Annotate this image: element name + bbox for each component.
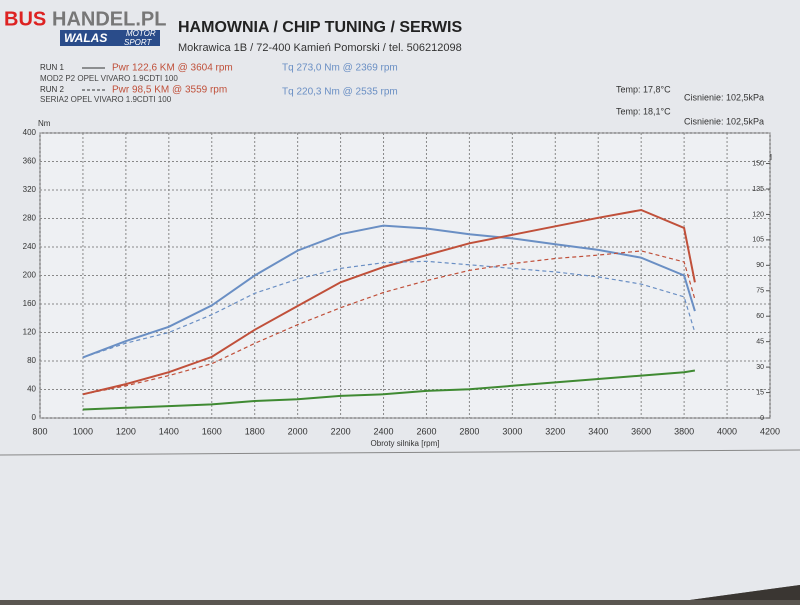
y2-tick-label: 105 [752, 237, 764, 244]
y-tick-label: 80 [27, 356, 36, 365]
y2-tick-label: 120 [752, 211, 764, 218]
y-tick-label: 360 [23, 157, 37, 166]
run-temp: Temp: 17,8°C [616, 84, 671, 94]
run-torque: Tq 220,3 Nm @ 2535 rpm [282, 87, 398, 98]
y-tick-label: 0 [32, 413, 37, 422]
run-label: RUN 2 [40, 85, 65, 94]
y-tick-label: 280 [23, 214, 37, 223]
logo-sport: SPORT [124, 38, 153, 47]
logo-bus: BUS [4, 8, 46, 30]
y2-tick-label: 60 [756, 313, 764, 320]
series-line [82, 260, 696, 358]
series-line [82, 369, 696, 411]
logo-motor: MOTOR [126, 29, 156, 38]
y2-tick-label: 15 [756, 389, 764, 396]
x-tick-label: 1800 [245, 426, 265, 436]
y2-tick-label: 45 [756, 339, 764, 346]
y-tick-label: 320 [23, 185, 37, 194]
x-tick-label: 2400 [374, 426, 394, 436]
x-tick-label: 2000 [288, 426, 308, 436]
series-line [82, 224, 696, 359]
x-tick-label: 1400 [159, 426, 179, 436]
y-tick-label: 200 [23, 271, 37, 280]
desk [690, 585, 800, 600]
run-power: Pwr 98,5 KM @ 3559 rpm [112, 85, 227, 96]
y-tick-label: 160 [23, 299, 37, 308]
x-tick-label: 800 [32, 426, 47, 436]
y2-tick-label: 135 [752, 186, 764, 193]
x-tick-label: 2600 [416, 426, 436, 436]
logo-handel: HANDEL.PL [52, 8, 166, 30]
x-tick-label: 4000 [717, 426, 737, 436]
title: HAMOWNIA / CHIP TUNING / SERWIS [178, 19, 462, 36]
y-tick-label: 400 [23, 128, 37, 137]
run-vehicle: MOD2 P2 OPEL VIVARO 1.9CDTI 100 [40, 74, 178, 83]
run-temp: Temp: 18,1°C [616, 106, 671, 116]
x-tick-label: 3600 [631, 426, 651, 436]
address: Mokrawica 1B / 72-400 Kamień Pomorski / … [178, 42, 462, 54]
x-tick-label: 3000 [502, 426, 522, 436]
x-tick-label: 1600 [202, 426, 222, 436]
y2-tick-label: 0 [760, 415, 764, 422]
run-torque: Tq 273,0 Nm @ 2369 rpm [282, 63, 398, 74]
x-tick-label: 1000 [73, 426, 93, 436]
x-tick-label: 1200 [116, 426, 136, 436]
series-line [82, 208, 696, 396]
logo-band [60, 30, 160, 46]
run-label: RUN 1 [40, 63, 65, 72]
x-tick-label: 3400 [588, 426, 608, 436]
logo-walas: WALAS [64, 31, 107, 45]
run-pressure: Cisnienie: 102,5kPa [684, 92, 764, 102]
run-vehicle: SERIA2 OPEL VIVARO 1.9CDTI 100 [40, 95, 172, 104]
run-pressure: Cisnienie: 102,5kPa [684, 116, 764, 126]
y-tick-label: 40 [27, 385, 36, 394]
run-power: Pwr 122,6 KM @ 3604 rpm [112, 63, 233, 74]
x-tick-label: 3200 [545, 426, 565, 436]
separator [0, 449, 800, 456]
y2-tick-label: 75 [756, 288, 764, 295]
x-tick-label: 4200 [760, 426, 780, 436]
y-tick-label: 120 [23, 328, 37, 337]
x-tick-label: 2800 [459, 426, 479, 436]
y2-tick-label: 150 [752, 160, 764, 167]
x-tick-label: 3800 [674, 426, 694, 436]
y2-tick-label: 30 [756, 364, 764, 371]
x-tick-label: 2200 [331, 426, 351, 436]
y-tick-label: 240 [23, 242, 37, 251]
y2-tick-label: 90 [756, 262, 764, 269]
x-axis-label: Obroty silnika [rpm] [371, 439, 440, 448]
y-axis-label: Nm [38, 119, 51, 128]
